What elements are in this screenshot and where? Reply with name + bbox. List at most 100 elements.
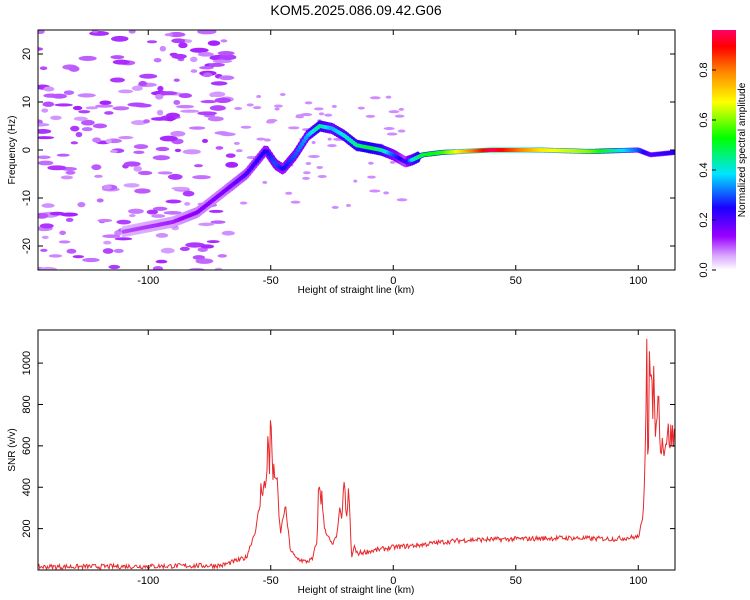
spectrogram-noise-cell — [159, 91, 178, 96]
spectrogram-noise-cell — [220, 39, 228, 43]
spectrogram-noise-cell — [73, 116, 88, 121]
spectrogram-noise-cell — [327, 137, 332, 141]
spectrogram-noise-cell — [383, 191, 390, 195]
spectrogram-noise-cell — [75, 131, 83, 138]
spectrogram-noise-cell — [266, 118, 278, 122]
spectrogram-noise-cell — [66, 248, 77, 254]
spectrogram-noise-cell — [195, 258, 214, 264]
spectrogram-noise-cell — [65, 170, 76, 175]
spectrogram-noise-cell — [77, 202, 86, 208]
spectrogram-noise-cell — [215, 146, 224, 150]
spectrogram-noise-cell — [38, 123, 50, 127]
spectrogram-noise-cell — [63, 90, 75, 95]
spectrogram-noise-cell — [91, 164, 102, 171]
y-tick-label: -10 — [21, 190, 33, 206]
x-tick-label: -100 — [137, 275, 159, 287]
spectrogram-noise-cell — [345, 203, 351, 207]
spectrogram-noise-cell — [285, 191, 293, 195]
spectrogram-noise-cell — [308, 154, 320, 158]
spectrogram-noise-cell — [60, 212, 79, 217]
spectrogram-noise-cell — [388, 110, 400, 114]
spectrogram-noise-cell — [202, 138, 209, 143]
spectrogram-noise-cell — [188, 126, 206, 130]
spectrogram-noise-cell — [182, 190, 195, 197]
spectrogram-noise-cell — [207, 40, 221, 46]
x-tick-label: -100 — [137, 575, 159, 587]
spectrogram-noise-cell — [316, 165, 323, 169]
spectrogram-noise-cell — [39, 66, 48, 71]
spectrogram-noise-cell — [300, 113, 313, 117]
spectrogram-noise-cell — [103, 184, 112, 190]
spectrogram-noise-cell — [114, 230, 122, 237]
spectrogram-noise-cell — [134, 188, 151, 194]
spectrogram-noise-cell — [60, 175, 74, 180]
spectrogram-noise-cell — [317, 174, 327, 178]
spectrogram-noise-cell — [206, 240, 220, 244]
spectrogram-noise-cell — [128, 30, 136, 34]
spectrogram-noise-cell — [386, 132, 398, 136]
spectrogram-noise-cell — [389, 160, 396, 164]
y-tick-label: 600 — [21, 437, 33, 455]
spectrogram-noise-cell — [198, 222, 215, 227]
spectrogram-noise-cell — [159, 45, 166, 52]
spectrogram-noise-cell — [72, 255, 85, 259]
spectrogram-noise-cell — [102, 234, 121, 239]
spectrogram-noise-cell — [194, 164, 203, 168]
spectrogram-noise-cell — [369, 189, 381, 193]
spectrogram-noise-cell — [102, 248, 114, 254]
spectrogram-noise-cell — [112, 59, 130, 65]
spectrogram-noise-cell — [180, 109, 200, 113]
colorbar-tick-label: 0.6 — [698, 112, 710, 127]
spectrogram-noise-cell — [138, 80, 148, 87]
spectrogram-noise-cell — [118, 135, 134, 140]
spectrogram-ridge-cell — [295, 148, 301, 153]
y-tick-label: 0 — [21, 147, 33, 153]
spectrogram-noise-cell — [188, 267, 205, 270]
spectrogram-noise-cell — [225, 161, 239, 168]
spectrogram-noise-cell — [78, 55, 97, 61]
spectrogram-noise-cell — [42, 101, 55, 107]
spectrogram-noise-cell — [164, 33, 174, 37]
spectrogram-noise-cell — [200, 244, 215, 249]
spectrogram-noise-cell — [171, 38, 185, 44]
y-tick-label: 800 — [21, 395, 33, 413]
spectrogram-noise-cell — [97, 218, 113, 223]
spectrogram-noise-cell — [367, 175, 376, 179]
colorbar-label: Normalized spectral amplitude — [737, 82, 748, 217]
snr-frame — [37, 329, 676, 571]
spectrogram-noise-cell — [397, 129, 406, 133]
spectrogram-noise-cell — [218, 54, 237, 61]
spectrogram-noise-cell — [173, 78, 180, 82]
spectrogram-noise-cell — [225, 153, 236, 158]
x-tick-label: 100 — [629, 575, 647, 587]
snr-y-label: SNR (v/v) — [7, 428, 18, 471]
spectrogram-noise-cell — [262, 180, 268, 184]
colorbar-ticks: 0.0 0.2 0.4 0.6 0.8 — [698, 62, 716, 278]
spectrogram-noise-cell — [133, 165, 143, 172]
spectrogram-x-label: Height of straight line (km) — [298, 285, 415, 296]
spectrogram-noise-cell — [304, 101, 313, 105]
spectrogram-noise-cell — [131, 85, 143, 91]
spectrogram-noise-cell — [155, 232, 169, 238]
spectrogram-noise-cell — [252, 106, 262, 110]
snr-y-ticks: 200 400 600 800 1000 — [21, 351, 675, 538]
spectrogram-noise-cell — [110, 55, 125, 60]
spectrogram-noise-cell — [138, 170, 153, 176]
spectrogram-noise-cell — [324, 113, 333, 117]
spectrogram-marks — [38, 30, 675, 270]
spectrogram-noise-cell — [43, 86, 55, 92]
x-tick-label: -50 — [263, 275, 279, 287]
spectrogram-noise-cell — [94, 174, 103, 178]
spectrogram-noise-cell — [210, 220, 226, 224]
spectrogram-noise-cell — [166, 115, 175, 122]
snr-plot-area — [38, 330, 675, 570]
spectrogram-noise-cell — [155, 93, 164, 100]
spectrogram-noise-cell — [207, 116, 224, 122]
spectrogram-noise-cell — [176, 104, 195, 109]
x-tick-label: -50 — [263, 575, 279, 587]
spectrogram-x-ticks: -100 -50 0 50 100 — [137, 30, 647, 287]
spectrogram-noise-cell — [82, 257, 100, 263]
snr-x-label: Height of straight line (km) — [298, 585, 415, 596]
spectrogram-noise-cell — [200, 99, 217, 104]
